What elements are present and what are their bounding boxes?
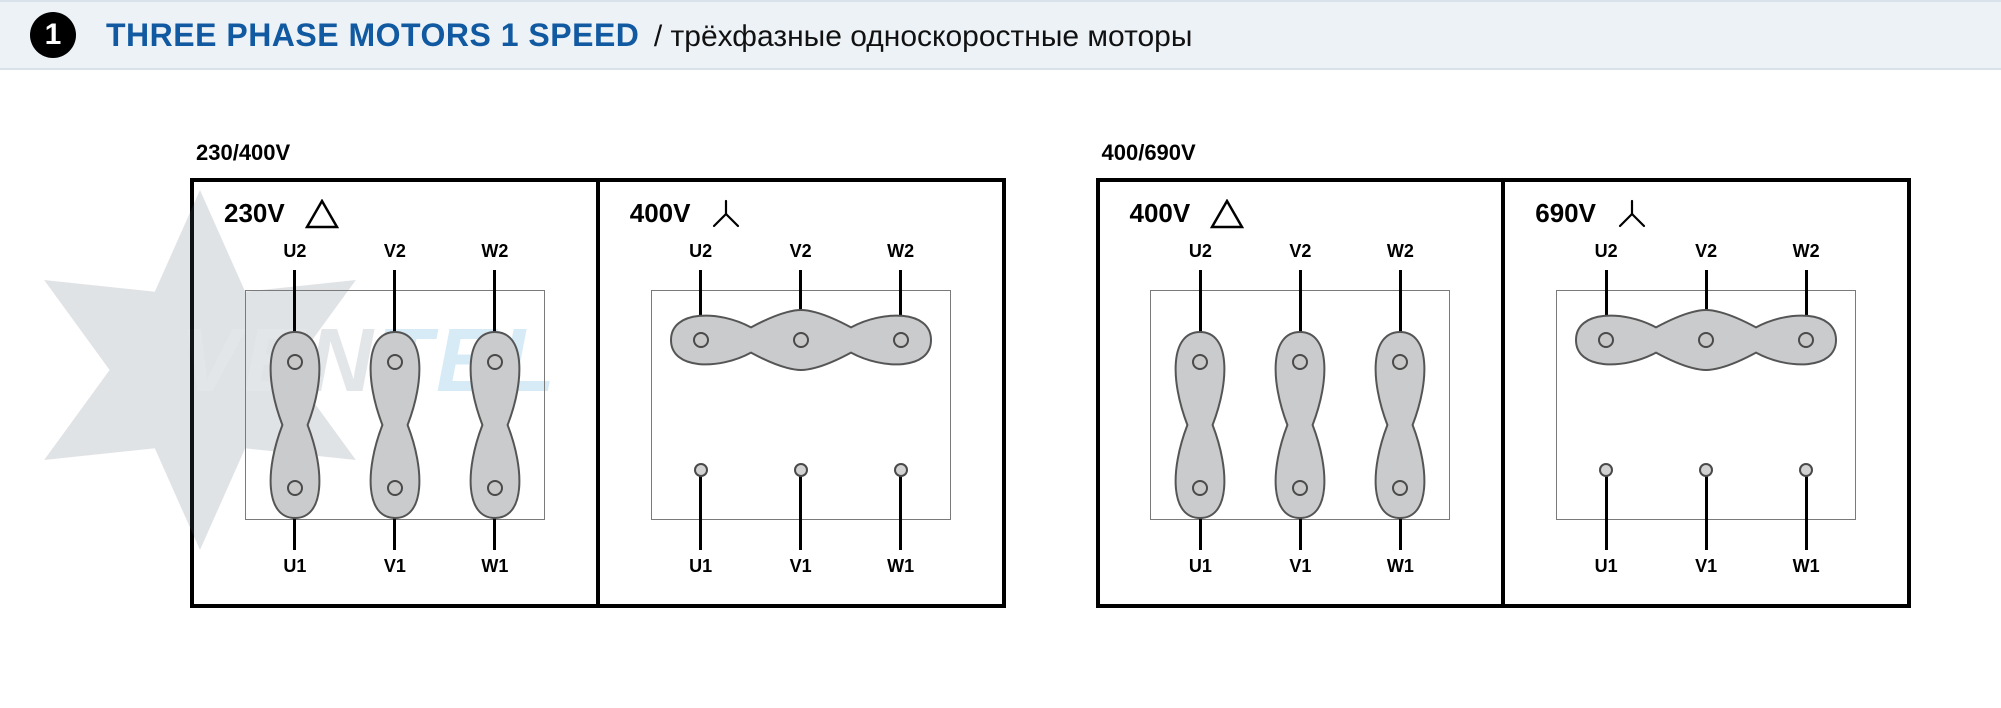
header-title-wrap: THREE PHASE MOTORS 1 SPEED / трёхфазные … (106, 17, 1192, 54)
cell-voltage-label: 400V (630, 198, 691, 229)
terminal-free (894, 463, 908, 477)
cell-voltage-header: 690V (1535, 198, 1877, 229)
cell-voltage-label: 400V (1130, 198, 1191, 229)
cell-voltage-label: 230V (224, 198, 285, 229)
terminal-label-bottom: U1 (1170, 556, 1230, 577)
terminal-label-bottom: W1 (871, 556, 931, 577)
cell-voltage-header: 400V (630, 198, 972, 229)
group-frame: 230V U2 U1 V2 V1 W2 W1 400V U2 U1 V2 V1 W2 W1 (190, 178, 1006, 608)
lead-wire-bottom (1705, 470, 1708, 550)
wiring-diagram: U2 U1 V2 V1 W2 W1 (641, 235, 961, 585)
terminal-label-top: W2 (465, 241, 525, 262)
lead-wire-bottom (1605, 470, 1608, 550)
wiring-diagram: U2 U1 V2 V1 W2 W1 (1140, 235, 1460, 585)
connection-cell: 400V U2 U1 V2 V1 W2 W1 (1100, 182, 1502, 604)
star-icon (710, 199, 742, 229)
delta-icon (1210, 199, 1244, 229)
terminal-label-bottom: V1 (1270, 556, 1330, 577)
connection-cell: 230V U2 U1 V2 V1 W2 W1 (194, 182, 596, 604)
terminal-label-bottom: V1 (771, 556, 831, 577)
terminal-label-top: U2 (1170, 241, 1230, 262)
terminal-label-bottom: V1 (365, 556, 425, 577)
terminal-label-top: W2 (1776, 241, 1836, 262)
terminal-label-bottom: U1 (265, 556, 325, 577)
terminal-label-bottom: W1 (1776, 556, 1836, 577)
terminal-label-top: V2 (1676, 241, 1736, 262)
cell-voltage-header: 400V (1130, 198, 1472, 229)
terminal-label-bottom: U1 (1576, 556, 1636, 577)
terminal-free (1799, 463, 1813, 477)
wiring-diagram: U2 U1 V2 V1 W2 W1 (1546, 235, 1866, 585)
terminal-free (1699, 463, 1713, 477)
bridge-link-horizontal (1574, 308, 1838, 372)
terminal-free (1599, 463, 1613, 477)
group-voltage-range: 230/400V (196, 140, 1006, 166)
header-title-en: THREE PHASE MOTORS 1 SPEED (106, 17, 639, 53)
groups-container: 230/400V 230V U2 U1 V2 V1 W2 W1 400V U2 U1 V2 V1 W2 W1… (190, 140, 1911, 608)
terminal-label-bottom: U1 (671, 556, 731, 577)
bridge-link-vertical (463, 330, 527, 480)
bridge-link-vertical (263, 330, 327, 480)
cell-voltage-label: 690V (1535, 198, 1596, 229)
connection-cell: 400V U2 U1 V2 V1 W2 W1 (596, 182, 1002, 604)
bridge-link-vertical (1368, 330, 1432, 480)
star-icon (1616, 199, 1648, 229)
cell-voltage-header: 230V (224, 198, 566, 229)
bridge-link-vertical (1168, 330, 1232, 480)
header-title-ru: / трёхфазные односкоростные моторы (654, 20, 1193, 53)
bridge-link-horizontal (669, 308, 933, 372)
terminal-label-top: U2 (671, 241, 731, 262)
terminal-free (794, 463, 808, 477)
header-strip: 1 THREE PHASE MOTORS 1 SPEED / трёхфазны… (0, 0, 2001, 70)
lead-wire-bottom (699, 470, 702, 550)
lead-wire-bottom (1805, 470, 1808, 550)
voltage-group: 230/400V 230V U2 U1 V2 V1 W2 W1 400V U2 U1 V2 V1 W2 W1 (190, 140, 1006, 608)
diagram-panels: VENTEL 230/400V230VU2U1V2V1W2W1400VU2U1V… (0, 70, 2001, 648)
terminal-label-top: V2 (771, 241, 831, 262)
terminal-label-top: W2 (1370, 241, 1430, 262)
lead-wire-bottom (899, 470, 902, 550)
terminal-label-bottom: W1 (465, 556, 525, 577)
group-frame: 400V U2 U1 V2 V1 W2 W1 690V U2 U1 V2 V1 W2 W1 (1096, 178, 1912, 608)
terminal-label-top: V2 (1270, 241, 1330, 262)
wiring-diagram: U2 U1 V2 V1 W2 W1 (235, 235, 555, 585)
terminal-label-top: W2 (871, 241, 931, 262)
terminal-label-bottom: V1 (1676, 556, 1736, 577)
section-number-badge: 1 (30, 12, 76, 58)
group-voltage-range: 400/690V (1102, 140, 1912, 166)
bridge-link-vertical (1268, 330, 1332, 480)
terminal-label-bottom: W1 (1370, 556, 1430, 577)
bridge-link-vertical (363, 330, 427, 480)
connection-cell: 690V U2 U1 V2 V1 W2 W1 (1501, 182, 1907, 604)
lead-wire-bottom (799, 470, 802, 550)
terminal-free (694, 463, 708, 477)
terminal-label-top: U2 (1576, 241, 1636, 262)
terminal-label-top: U2 (265, 241, 325, 262)
delta-icon (305, 199, 339, 229)
terminal-label-top: V2 (365, 241, 425, 262)
voltage-group: 400/690V 400V U2 U1 V2 V1 W2 W1 690V U2 U1 V2 V1 W2 W1 (1096, 140, 1912, 608)
